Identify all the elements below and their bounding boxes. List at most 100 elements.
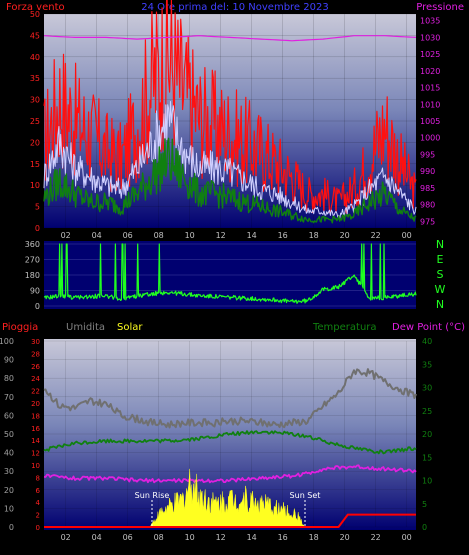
climate-x-tick-label: 04 bbox=[92, 533, 102, 542]
direction-series bbox=[43, 243, 417, 304]
temperature-tick-label: 25 bbox=[422, 407, 432, 416]
direction-tick-label: 270 bbox=[25, 256, 40, 265]
temperature-tick-label: 0 bbox=[422, 523, 427, 532]
wind-x-tick-label: 08 bbox=[154, 231, 164, 240]
solar-series bbox=[148, 468, 305, 528]
legend-temperatura: Temperatura bbox=[312, 322, 377, 333]
rain-tick-label: 16 bbox=[31, 425, 40, 433]
legend-solar: Solar bbox=[117, 322, 143, 333]
climate-x-tick-label: 02 bbox=[61, 533, 71, 542]
header-left-label: Forza vento bbox=[6, 2, 65, 13]
rain-tick-label: 14 bbox=[31, 437, 40, 445]
humidity-axis: 0 10 20 30 40 50 60 70 80 90 100 bbox=[0, 337, 14, 532]
wind-x-tick-label: 20 bbox=[340, 231, 350, 240]
wind-x-tick-label: 10 bbox=[185, 231, 195, 240]
direction-compass-label: S bbox=[437, 268, 444, 281]
legend-dew-point: Dew Point (°C) bbox=[392, 322, 465, 333]
wind-tick-label: 35 bbox=[30, 74, 40, 83]
rain-tick-label: 20 bbox=[31, 400, 40, 408]
climate-x-axis: 02 04 06 08 10 12 14 16 18 20 22 00 bbox=[61, 533, 412, 542]
wind-x-tick-label: 02 bbox=[61, 231, 71, 240]
rain-tick-label: 2 bbox=[36, 512, 40, 520]
direction-left-axis: 0 90 180 270 360 bbox=[25, 240, 40, 311]
rain-tick-label: 8 bbox=[36, 474, 40, 482]
wind-tick-label: 45 bbox=[30, 31, 40, 40]
wind-tick-label: 50 bbox=[30, 10, 40, 19]
direction-compass-label: E bbox=[437, 253, 444, 266]
temperature-tick-label: 10 bbox=[422, 477, 432, 486]
climate-x-tick-label: 14 bbox=[247, 533, 257, 542]
wind-tick-label: 25 bbox=[30, 117, 40, 126]
humidity-tick-label: 30 bbox=[4, 467, 14, 476]
temperature-tick-label: 30 bbox=[422, 384, 432, 393]
climate-x-tick-label: 18 bbox=[309, 533, 319, 542]
rain-tick-label: 0 bbox=[36, 524, 40, 532]
humidity-tick-label: 0 bbox=[9, 523, 14, 532]
legend-pioggia: Pioggia bbox=[2, 322, 38, 333]
pressure-tick-label: 1015 bbox=[420, 84, 440, 93]
rain-tick-label: 12 bbox=[31, 450, 40, 458]
wind-x-tick-label: 14 bbox=[247, 231, 257, 240]
temperature-tick-label: 40 bbox=[422, 337, 432, 346]
wind-x-tick-label: 12 bbox=[216, 231, 226, 240]
direction-tick-label: 180 bbox=[25, 271, 40, 280]
temperature-axis: 0 5 10 15 20 25 30 35 40 bbox=[422, 337, 432, 532]
pressure-tick-label: 1020 bbox=[420, 67, 440, 76]
rain-tick-label: 30 bbox=[31, 338, 40, 346]
pressure-tick-label: 995 bbox=[420, 150, 435, 159]
rain-tick-label: 18 bbox=[31, 412, 40, 420]
climate-x-tick-label: 00 bbox=[402, 533, 412, 542]
direction-tick-label: 360 bbox=[25, 240, 40, 249]
pressure-tick-label: 1035 bbox=[420, 17, 440, 26]
direction-tick-label: 90 bbox=[30, 287, 40, 296]
direction-compass-label: N bbox=[436, 238, 444, 251]
sun-set-label: Sun Set bbox=[290, 491, 321, 500]
pressure-tick-label: 1005 bbox=[420, 117, 440, 126]
pressure-tick-label: 980 bbox=[420, 201, 435, 210]
humidity-tick-label: 80 bbox=[4, 374, 14, 383]
rain-tick-label: 4 bbox=[36, 499, 41, 507]
climate-x-tick-label: 08 bbox=[154, 533, 164, 542]
temperature-tick-label: 5 bbox=[422, 500, 427, 509]
rain-tick-label: 28 bbox=[31, 350, 40, 358]
climate-x-tick-label: 16 bbox=[278, 533, 288, 542]
climate-x-tick-label: 22 bbox=[371, 533, 381, 542]
temperature-tick-label: 35 bbox=[422, 360, 432, 369]
wind-series-minimo bbox=[43, 137, 417, 224]
sun-rise-label: Sun Rise bbox=[135, 491, 170, 500]
pressure-tick-label: 1000 bbox=[420, 134, 440, 143]
humidity-tick-label: 90 bbox=[4, 356, 14, 365]
pressure-tick-label: 975 bbox=[420, 217, 435, 226]
wind-tick-label: 30 bbox=[30, 96, 40, 105]
humidity-tick-label: 70 bbox=[4, 393, 14, 402]
humidity-tick-label: 60 bbox=[4, 411, 14, 420]
humidity-tick-label: 40 bbox=[4, 449, 14, 458]
wind-tick-label: 15 bbox=[30, 160, 40, 169]
wind-x-tick-label: 18 bbox=[309, 231, 319, 240]
humidity-tick-label: 50 bbox=[4, 430, 14, 439]
wind-left-axis: 0 5 10 15 20 25 30 35 40 45 50 bbox=[30, 10, 40, 233]
humidity-tick-label: 100 bbox=[0, 337, 14, 346]
wind-series-media bbox=[43, 101, 417, 219]
direction-compass-label: N bbox=[436, 298, 444, 311]
pressure-tick-label: 985 bbox=[420, 184, 435, 193]
climate-x-tick-label: 10 bbox=[185, 533, 195, 542]
wind-series-raffica bbox=[43, 0, 417, 214]
wind-x-tick-label: 06 bbox=[123, 231, 133, 240]
pressure-tick-label: 990 bbox=[420, 167, 435, 176]
temperature-tick-label: 15 bbox=[422, 453, 432, 462]
pressure-tick-label: 1025 bbox=[420, 50, 440, 59]
direction-compass-label: W bbox=[435, 283, 446, 296]
header-right-label: Pressione bbox=[416, 2, 464, 13]
climate-plot-series bbox=[43, 368, 417, 528]
rain-tick-label: 26 bbox=[31, 363, 40, 371]
humidity-series bbox=[43, 368, 417, 429]
humidity-tick-label: 20 bbox=[4, 486, 14, 495]
wind-x-tick-label: 00 bbox=[402, 231, 412, 240]
rain-tick-label: 10 bbox=[31, 462, 40, 470]
rain-series bbox=[44, 513, 416, 528]
wind-plot-series bbox=[43, 0, 417, 224]
legend-umidita: Umidita bbox=[66, 322, 105, 333]
temperature-series bbox=[43, 430, 417, 455]
